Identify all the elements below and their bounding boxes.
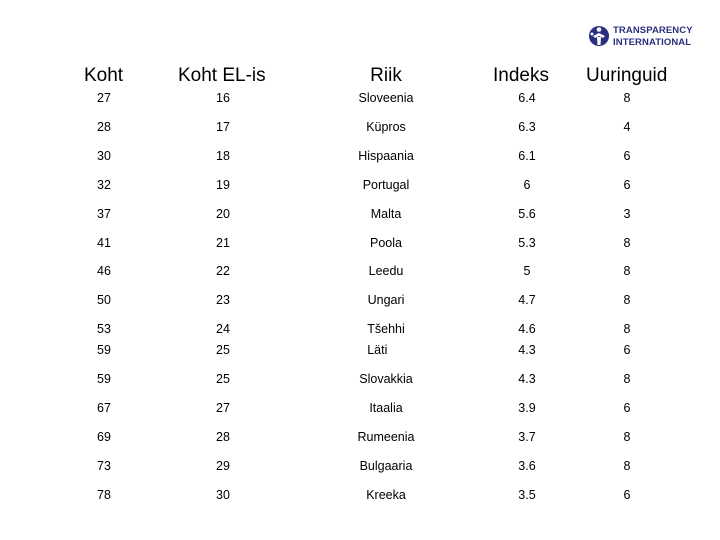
logo-text-line-2: INTERNATIONAL [613, 37, 692, 48]
cell-koht-el: 29 [216, 459, 230, 473]
column-header-koht: Koht [84, 65, 124, 86]
table-row: 53 59 24 25 Tšehhi Läti 4.6 4.3 8 6 [97, 322, 631, 357]
table-row: 30 18 Hispaania 6.1 6 [97, 149, 631, 163]
table-row: 41 21 Poola 5.3 8 [97, 236, 631, 250]
cell-koht-el: 27 [216, 401, 230, 415]
cell-koht: 69 [97, 430, 111, 444]
cell-koht: 28 [97, 120, 111, 134]
cell-koht-el: 30 [216, 488, 230, 502]
cell-koht: 27 [97, 91, 111, 105]
table-row: 32 19 Portugal 6 6 [97, 178, 631, 192]
cell-koht: 73 [97, 459, 111, 473]
table-row: 67 27 Itaalia 3.9 6 [97, 401, 631, 415]
column-header-indeks: Indeks [493, 65, 549, 86]
cell-koht: 30 [97, 149, 111, 163]
cell-koht-el: 21 [216, 236, 230, 250]
cell-koht-el: 22 [216, 264, 230, 278]
cell-koht: 53 59 [97, 322, 111, 357]
cell-koht-el: 20 [216, 207, 230, 221]
cell-koht-el: 23 [216, 293, 230, 307]
cell-koht-el: 25 [216, 372, 230, 386]
cell-koht: 32 [97, 178, 111, 192]
cell-koht: 46 [97, 264, 111, 278]
cell-koht: 41 [97, 236, 111, 250]
table-row: 59 25 Slovakkia 4.3 8 [97, 372, 631, 386]
logo-text-line-1: TRANSPARENCY [613, 25, 693, 36]
table-row: 69 28 Rumeenia 3.7 8 [97, 430, 631, 444]
cell-koht: 37 [97, 207, 111, 221]
table-row: 28 17 Küpros 6.3 4 [97, 120, 631, 134]
cell-koht: 59 [97, 372, 111, 386]
cell-koht: 78 [97, 488, 111, 502]
table-row: 27 16 Sloveenia 6.4 8 [97, 91, 631, 105]
column-header-uuringuid: Uuringuid [586, 65, 668, 86]
cell-koht-el: 19 [216, 178, 230, 192]
cell-koht-el: 17 [216, 120, 230, 134]
table-row: 50 23 Ungari 4.7 8 [97, 293, 631, 307]
cell-koht-el: 18 [216, 149, 230, 163]
table-row: 73 29 Bulgaaria 3.6 8 [97, 459, 631, 473]
cell-koht: 67 [97, 401, 111, 415]
cell-koht-el: 16 [216, 91, 230, 105]
table-row: 78 30 Kreeka 3.5 6 [97, 488, 631, 502]
cell-koht: 50 [97, 293, 111, 307]
transparency-international-logo: TRANSPARENCY INTERNATIONAL [588, 24, 703, 50]
cell-koht-el: 24 25 [216, 322, 230, 357]
table-row: 37 20 Malta 5.6 3 [97, 207, 631, 221]
transparency-international-logo-icon [589, 26, 609, 46]
column-header-koht-el: Koht EL-is [178, 65, 266, 86]
cell-koht-el: 28 [216, 430, 230, 444]
table-row: 46 22 Leedu 5 8 [97, 264, 631, 278]
